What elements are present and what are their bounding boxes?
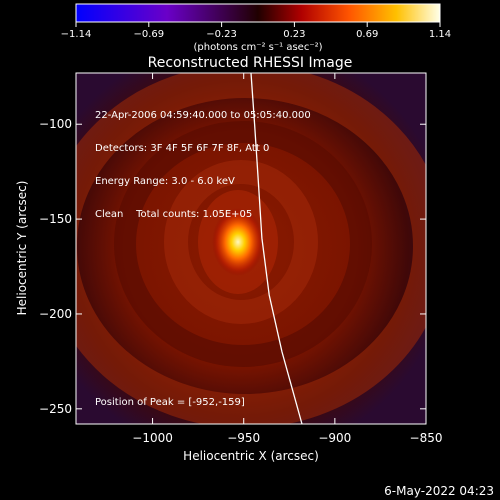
- peak-source: [212, 208, 264, 276]
- info-clean-counts: Clean Total counts: 1.05E+05: [95, 209, 253, 220]
- y-tick-label: −150: [39, 212, 72, 226]
- observation-info: 22-Apr-2006 04:59:40.000 to 05:05:40.000…: [95, 88, 311, 231]
- colorbar-tick-label: 0.23: [283, 29, 305, 40]
- solar-limb-curve: [250, 73, 303, 424]
- y-axis: −100 −150 −200 −250: [39, 117, 426, 416]
- colorbar-gradient: [75, 3, 441, 23]
- colorbar-tick-label: 1.14: [429, 29, 451, 40]
- x-tick-label: −900: [318, 431, 351, 445]
- heatmap-ring-outer: [76, 73, 426, 424]
- peak-position-text: Position of Peak = [-952,-159]: [95, 397, 245, 408]
- x-axis-label: Heliocentric X (arcsec): [183, 449, 319, 463]
- colorbar-tick-label: −0.23: [206, 29, 237, 40]
- x-tick-label: −850: [410, 431, 443, 445]
- colorbar-ticks: −1.14 −0.69 −0.23 0.23 0.69 1.14: [61, 22, 451, 40]
- heatmap-ring-middle: [114, 121, 372, 367]
- y-tick-label: −200: [39, 307, 72, 321]
- colorbar-tick-label: 0.69: [356, 29, 378, 40]
- info-time-range: 22-Apr-2006 04:59:40.000 to 05:05:40.000: [95, 110, 311, 121]
- colorbar-unit-label: (photons cm⁻² s⁻¹ asec⁻²): [193, 42, 322, 53]
- datestamp: 6-May-2022 04:23: [384, 484, 494, 498]
- x-tick-label: −1000: [132, 431, 173, 445]
- y-tick-label: −100: [39, 117, 72, 131]
- heatmap-ring-inner: [164, 160, 318, 324]
- chart-title-svg: Reconstructed RHESSI Image: [148, 55, 353, 71]
- x-tick-label: −950: [227, 431, 260, 445]
- x-axis: −1000 −950 −900 −850: [132, 73, 442, 445]
- chart-title: Reconstructed RHESSI Image: [148, 55, 353, 71]
- colorbar-tick-label: −0.69: [133, 29, 164, 40]
- colorbar: −1.14 −0.69 −0.23 0.23 0.69 1.14 (photons cm⁻…: [61, 3, 451, 53]
- info-energy-range: Energy Range: 3.0 - 6.0 keV: [95, 176, 235, 187]
- info-detectors: Detectors: 3F 4F 5F 6F 7F 8F, Att 0: [95, 143, 270, 154]
- plot-frame: [75, 72, 427, 425]
- y-axis-label: Heliocentric Y (arcsec): [15, 181, 29, 316]
- colorbar-tick-label: −1.14: [61, 29, 92, 40]
- y-tick-label: −250: [39, 402, 72, 416]
